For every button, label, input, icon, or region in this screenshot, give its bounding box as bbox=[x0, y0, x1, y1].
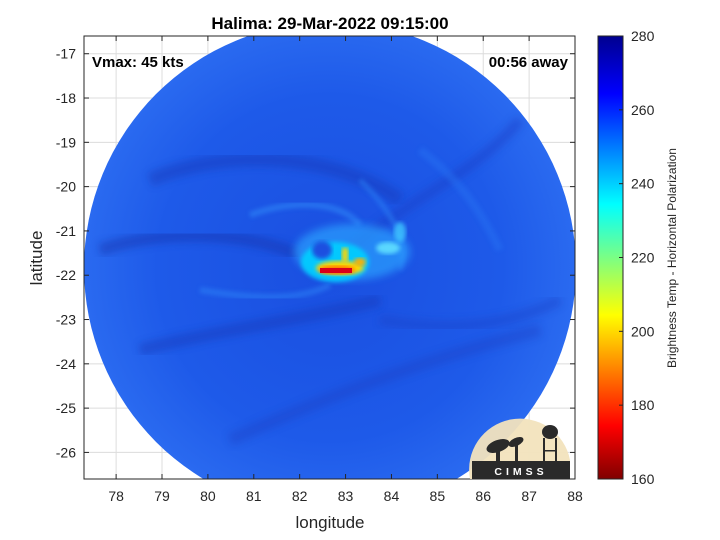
x-tick-label: 81 bbox=[246, 488, 262, 504]
x-tick-label: 80 bbox=[200, 488, 216, 504]
y-tick-label: -19 bbox=[56, 134, 76, 150]
y-tick-label: -23 bbox=[56, 312, 76, 328]
y-tick-label: -18 bbox=[56, 90, 76, 106]
swath-image bbox=[84, 36, 575, 479]
chart-title: Halima: 29-Mar-2022 09:15:00 bbox=[211, 14, 448, 33]
y-ticks: -17 -18 -19 -20 -21 -22 -23 -24 -25 -26 bbox=[56, 46, 575, 460]
x-tick-label: 82 bbox=[292, 488, 308, 504]
colorbar-label: Brightness Temp - Horizontal Polarizatio… bbox=[665, 148, 679, 368]
y-tick-label: -24 bbox=[56, 356, 76, 372]
colorbar-tick-label: 180 bbox=[631, 397, 655, 413]
y-tick-label: -26 bbox=[56, 444, 76, 460]
colorbar: 160 180 200 220 240 260 280 Brightness Temp - … bbox=[597, 28, 679, 487]
x-ticks: 78 79 80 81 82 83 84 85 86 87 88 bbox=[108, 36, 583, 504]
logo-text: CIMSS bbox=[494, 466, 547, 478]
colorbar-tick-label: 280 bbox=[631, 28, 655, 44]
plot-frame bbox=[83, 35, 576, 480]
x-tick-label: 84 bbox=[384, 488, 400, 504]
x-tick-label: 88 bbox=[567, 488, 583, 504]
satellite-dish-icon bbox=[486, 437, 524, 462]
vmax-label: Vmax: 45 kts bbox=[92, 54, 184, 71]
cimss-logo: CIMSS bbox=[469, 418, 570, 479]
colorbar-tick-label: 200 bbox=[631, 323, 655, 339]
colorbar-gradient bbox=[597, 35, 624, 480]
x-tick-label: 87 bbox=[521, 488, 537, 504]
colorbar-ticks: 160 180 200 220 240 260 280 bbox=[619, 28, 655, 487]
water-tower-icon bbox=[542, 425, 558, 462]
x-tick-label: 83 bbox=[338, 488, 354, 504]
y-tick-label: -25 bbox=[56, 400, 76, 416]
colorbar-tick-label: 220 bbox=[631, 250, 655, 266]
y-tick-label: -17 bbox=[56, 46, 76, 62]
plot-area: 78 79 80 81 82 83 84 85 86 87 88 -17 -18 -19 -20 -21 -2… bbox=[56, 35, 583, 504]
colorbar-tick-label: 240 bbox=[631, 176, 655, 192]
x-tick-label: 85 bbox=[430, 488, 446, 504]
colorbar-tick-label: 260 bbox=[631, 102, 655, 118]
storm-core bbox=[294, 222, 410, 282]
cold-core bbox=[320, 268, 352, 273]
colorbar-tick-label: 160 bbox=[631, 471, 655, 487]
swath-texture bbox=[98, 116, 563, 446]
time-offset-label: 00:56 away bbox=[489, 54, 569, 71]
x-axis-label: longitude bbox=[295, 513, 364, 532]
x-tick-label: 79 bbox=[154, 488, 170, 504]
y-tick-label: -20 bbox=[56, 179, 76, 195]
y-tick-label: -22 bbox=[56, 267, 76, 283]
y-tick-label: -21 bbox=[56, 223, 76, 239]
x-tick-label: 78 bbox=[108, 488, 124, 504]
x-tick-label: 86 bbox=[475, 488, 491, 504]
y-axis-label: latitude bbox=[27, 231, 46, 286]
